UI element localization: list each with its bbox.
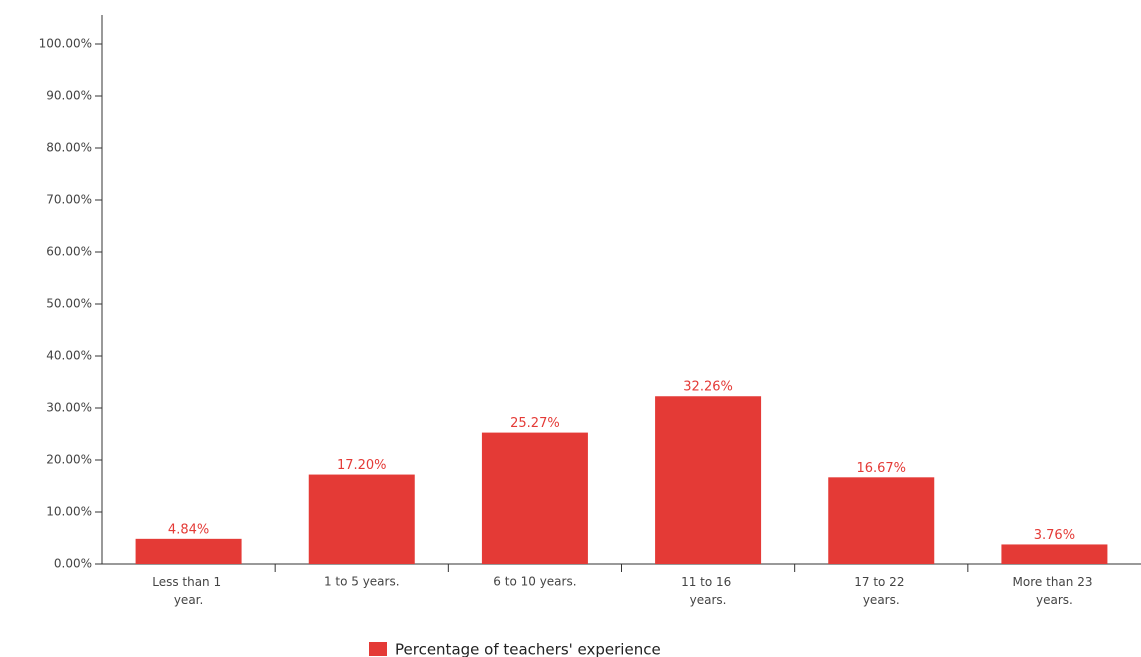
- bar: [308, 474, 415, 564]
- y-tick-label: 70.00%: [46, 193, 92, 207]
- bar: [828, 477, 935, 564]
- bar: [135, 538, 242, 564]
- x-tick-label: 11 to 16 years.: [681, 575, 735, 607]
- data-label: 25.27%: [510, 416, 560, 431]
- bar: [1001, 544, 1108, 564]
- x-tick-label: Less than 1 year.: [152, 575, 225, 607]
- legend-label: Percentage of teachers' experience: [395, 641, 661, 657]
- y-tick-label: 0.00%: [54, 557, 92, 571]
- y-tick-label: 100.00%: [39, 37, 92, 51]
- x-tick-label: 17 to 22 years.: [854, 575, 908, 607]
- bar: [655, 396, 762, 564]
- data-label: 3.76%: [1034, 528, 1075, 543]
- y-tick-label: 20.00%: [46, 453, 92, 467]
- x-tick-label: More than 23 years.: [1013, 575, 1097, 607]
- data-label: 32.26%: [683, 380, 733, 395]
- y-tick-label: 40.00%: [46, 349, 92, 363]
- data-label: 16.67%: [856, 461, 906, 476]
- y-tick-label: 50.00%: [46, 297, 92, 311]
- y-tick-label: 80.00%: [46, 141, 92, 155]
- y-tick-label: 10.00%: [46, 505, 92, 519]
- bar: [481, 432, 588, 564]
- data-label: 17.20%: [337, 458, 387, 473]
- y-tick-label: 30.00%: [46, 401, 92, 415]
- data-label: 4.84%: [168, 522, 209, 537]
- legend-swatch: [369, 642, 387, 656]
- y-tick-label: 60.00%: [46, 245, 92, 259]
- y-tick-label: 90.00%: [46, 89, 92, 103]
- x-tick-label: 1 to 5 years.: [324, 575, 400, 589]
- x-tick-label: 6 to 10 years.: [493, 575, 576, 589]
